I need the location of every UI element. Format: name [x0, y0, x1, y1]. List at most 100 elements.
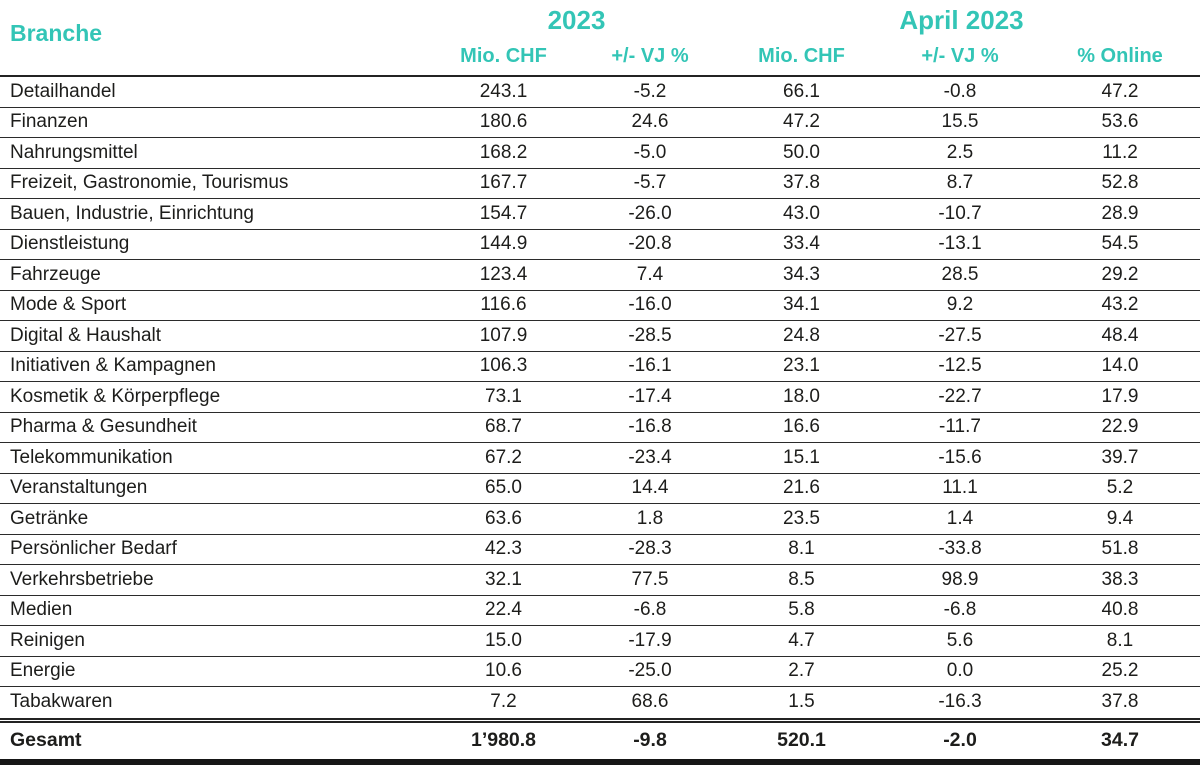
cell-april-mio-chf: 47.2 [723, 107, 880, 139]
cell-2023-vj-pct: -20.8 [577, 229, 723, 261]
cell-2023-mio-chf: 154.7 [430, 198, 577, 230]
cell-2023-vj-pct: 68.6 [577, 686, 723, 721]
column-header-2023-mio-chf: Mio. CHF [430, 40, 577, 77]
cell-pct-online: 8.1 [1040, 625, 1200, 657]
column-header-2023-vj-pct: +/- VJ % [577, 40, 723, 77]
cell-april-mio-chf: 23.1 [723, 351, 880, 383]
cell-pct-online: 14.0 [1040, 351, 1200, 383]
cell-pct-online: 51.8 [1040, 534, 1200, 566]
cell-april-vj-pct: 11.1 [880, 473, 1040, 505]
cell-2023-mio-chf: 15.0 [430, 625, 577, 657]
cell-april-vj-pct: -16.3 [880, 686, 1040, 721]
cell-april-mio-chf: 34.1 [723, 290, 880, 322]
cell-pct-online: 37.8 [1040, 686, 1200, 721]
cell-2023-mio-chf: 65.0 [430, 473, 577, 505]
branche-cell: Mode & Sport [0, 290, 430, 322]
cell-april-mio-chf: 4.7 [723, 625, 880, 657]
total-2023-vj-pct: -9.8 [577, 717, 723, 765]
cell-april-vj-pct: 98.9 [880, 564, 1040, 596]
total-2023-mio-chf: 1’980.8 [430, 717, 577, 765]
cell-2023-vj-pct: 24.6 [577, 107, 723, 139]
cell-2023-mio-chf: 123.4 [430, 259, 577, 291]
branche-cell: Finanzen [0, 107, 430, 139]
cell-2023-mio-chf: 116.6 [430, 290, 577, 322]
table-row: Veranstaltungen 65.0 14.4 21.6 11.1 5.2 [0, 473, 1200, 505]
table-row: Bauen, Industrie, Einrichtung 154.7 -26.… [0, 198, 1200, 230]
cell-pct-online: 17.9 [1040, 381, 1200, 413]
branche-cell: Digital & Haushalt [0, 320, 430, 352]
cell-april-mio-chf: 23.5 [723, 503, 880, 535]
cell-april-mio-chf: 34.3 [723, 259, 880, 291]
branche-cell: Reinigen [0, 625, 430, 657]
table-row: Telekommunikation 67.2 -23.4 15.1 -15.6 … [0, 442, 1200, 474]
table-body: Detailhandel 243.1 -5.2 66.1 -0.8 47.2 F… [0, 76, 1200, 721]
cell-april-mio-chf: 15.1 [723, 442, 880, 474]
total-pct-online: 34.7 [1040, 717, 1200, 765]
cell-2023-mio-chf: 68.7 [430, 412, 577, 444]
branche-cell: Nahrungsmittel [0, 137, 430, 169]
total-label: Gesamt [0, 717, 430, 765]
cell-pct-online: 40.8 [1040, 595, 1200, 627]
table-row: Pharma & Gesundheit 68.7 -16.8 16.6 -11.… [0, 412, 1200, 444]
cell-april-mio-chf: 18.0 [723, 381, 880, 413]
branche-cell: Bauen, Industrie, Einrichtung [0, 198, 430, 230]
cell-2023-vj-pct: -16.8 [577, 412, 723, 444]
branche-cell: Energie [0, 656, 430, 688]
cell-april-vj-pct: 15.5 [880, 107, 1040, 139]
table-row: Freizeit, Gastronomie, Tourismus 167.7 -… [0, 168, 1200, 200]
cell-april-vj-pct: 1.4 [880, 503, 1040, 535]
cell-2023-mio-chf: 180.6 [430, 107, 577, 139]
branche-cell: Telekommunikation [0, 442, 430, 474]
cell-2023-vj-pct: 14.4 [577, 473, 723, 505]
cell-2023-mio-chf: 63.6 [430, 503, 577, 535]
column-group-april-2023: April 2023 [899, 4, 1024, 35]
branche-cell: Initiativen & Kampagnen [0, 351, 430, 383]
cell-pct-online: 48.4 [1040, 320, 1200, 352]
cell-2023-mio-chf: 168.2 [430, 137, 577, 169]
cell-2023-vj-pct: -25.0 [577, 656, 723, 688]
table-row: Dienstleistung 144.9 -20.8 33.4 -13.1 54… [0, 229, 1200, 261]
cell-pct-online: 54.5 [1040, 229, 1200, 261]
cell-april-mio-chf: 37.8 [723, 168, 880, 200]
column-header-row: Mio. CHF +/- VJ % Mio. CHF +/- VJ % % On… [0, 40, 1200, 77]
branche-cell: Detailhandel [0, 76, 430, 108]
branche-cell: Tabakwaren [0, 686, 430, 721]
cell-2023-vj-pct: 1.8 [577, 503, 723, 535]
cell-2023-mio-chf: 73.1 [430, 381, 577, 413]
cell-2023-mio-chf: 144.9 [430, 229, 577, 261]
cell-2023-vj-pct: -5.2 [577, 76, 723, 108]
table-row: Digital & Haushalt 107.9 -28.5 24.8 -27.… [0, 320, 1200, 352]
cell-april-mio-chf: 66.1 [723, 76, 880, 108]
cell-april-vj-pct: -13.1 [880, 229, 1040, 261]
column-header-pct-online: % Online [1040, 40, 1200, 77]
cell-april-vj-pct: -6.8 [880, 595, 1040, 627]
branche-cell: Pharma & Gesundheit [0, 412, 430, 444]
cell-april-mio-chf: 50.0 [723, 137, 880, 169]
table-row: Verkehrsbetriebe 32.1 77.5 8.5 98.9 38.3 [0, 564, 1200, 596]
cell-pct-online: 38.3 [1040, 564, 1200, 596]
branche-cell: Dienstleistung [0, 229, 430, 261]
column-header-april-mio-chf: Mio. CHF [723, 40, 880, 77]
cell-2023-mio-chf: 42.3 [430, 534, 577, 566]
branche-cell: Persönlicher Bedarf [0, 534, 430, 566]
cell-pct-online: 43.2 [1040, 290, 1200, 322]
cell-2023-vj-pct: -16.0 [577, 290, 723, 322]
cell-april-vj-pct: -11.7 [880, 412, 1040, 444]
total-april-mio-chf: 520.1 [723, 717, 880, 765]
cell-april-vj-pct: 5.6 [880, 625, 1040, 657]
cell-2023-mio-chf: 7.2 [430, 686, 577, 721]
cell-april-vj-pct: -12.5 [880, 351, 1040, 383]
branche-cell: Medien [0, 595, 430, 627]
table-row: Getränke 63.6 1.8 23.5 1.4 9.4 [0, 503, 1200, 535]
cell-april-mio-chf: 33.4 [723, 229, 880, 261]
cell-april-vj-pct: 28.5 [880, 259, 1040, 291]
cell-april-vj-pct: -27.5 [880, 320, 1040, 352]
total-row: Gesamt 1’980.8 -9.8 520.1 -2.0 34.7 [0, 717, 1200, 765]
table-row: Reinigen 15.0 -17.9 4.7 5.6 8.1 [0, 625, 1200, 657]
cell-april-vj-pct: 8.7 [880, 168, 1040, 200]
branche-cell: Freizeit, Gastronomie, Tourismus [0, 168, 430, 200]
cell-april-vj-pct: 9.2 [880, 290, 1040, 322]
column-header-april-vj-pct: +/- VJ % [880, 40, 1040, 77]
cell-april-vj-pct: -22.7 [880, 381, 1040, 413]
cell-pct-online: 11.2 [1040, 137, 1200, 169]
